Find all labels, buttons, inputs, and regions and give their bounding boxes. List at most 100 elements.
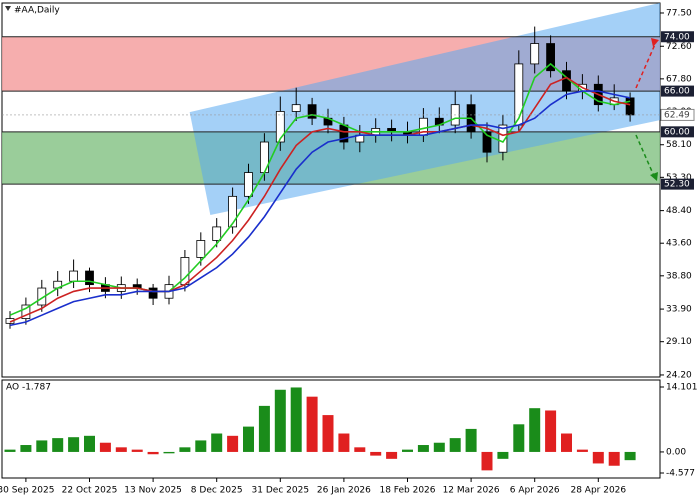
candle-body	[228, 195, 238, 228]
level-tag	[661, 31, 694, 43]
ao-bar	[449, 438, 461, 452]
candle-body	[85, 270, 94, 286]
x-tick-label: 26 Jan 2026	[317, 486, 371, 496]
ao-bar	[163, 451, 175, 454]
y-tick-label: 14.101	[666, 382, 698, 392]
ao-title: AO -1.787	[6, 383, 51, 393]
y-tick-label: 38.80	[666, 271, 692, 281]
x-tick-label: 31 Dec 2025	[252, 486, 310, 496]
level-label: 52.30	[664, 180, 690, 190]
ao-bar	[243, 426, 254, 452]
y-tick-label: 53.30	[666, 173, 692, 183]
symbol-icon	[5, 6, 11, 11]
x-tick-label: 8 Dec 2025	[191, 486, 243, 496]
up-arrow	[635, 41, 657, 89]
candle-body	[244, 172, 253, 197]
level-tag	[661, 126, 694, 138]
ao-bar	[227, 435, 239, 452]
ao-bar	[561, 433, 572, 452]
ao-bar	[131, 449, 143, 452]
y-tick-label: -4.577	[666, 469, 695, 479]
candle-body	[275, 111, 285, 143]
ao-bar	[274, 389, 286, 452]
x-tick-label: 13 Nov 2025	[124, 486, 182, 496]
x-tick-label: 6 Apr 2026	[510, 486, 560, 496]
y-tick-label: 72.60	[666, 42, 692, 52]
ao-bar	[4, 449, 16, 452]
moving-average	[9, 90, 631, 327]
level-label: 74.00	[664, 32, 690, 42]
ao-bar	[84, 435, 95, 452]
x-tick-label: 28 Apr 2026	[570, 486, 626, 496]
y-tick-label: 24.20	[666, 370, 692, 380]
y-tick-label: 33.90	[666, 305, 692, 315]
ao-bar	[99, 442, 111, 452]
candle-body	[514, 63, 524, 126]
trend-channel	[189, 3, 660, 216]
ao-bar	[386, 451, 398, 459]
ao-bar	[576, 449, 588, 452]
ao-bar	[322, 415, 334, 452]
candle-body	[530, 43, 540, 65]
up-arrowhead	[651, 38, 659, 47]
ao-bar	[195, 440, 207, 452]
ao-bar	[402, 449, 413, 452]
candle-body	[196, 240, 206, 258]
y-tick-label: 0.00	[666, 447, 686, 457]
ao-bar	[147, 451, 159, 455]
moving-average	[9, 62, 631, 316]
ao-bar	[338, 433, 350, 452]
ao-bar	[545, 410, 557, 452]
ao-bar	[465, 428, 477, 452]
candle-body	[69, 270, 78, 282]
candle-body	[21, 304, 31, 319]
chart-title: #AA,Daily	[14, 6, 60, 16]
level-label: 66.00	[664, 87, 690, 97]
y-tick-label: 48.40	[666, 206, 692, 216]
ao-bar	[258, 405, 270, 452]
candle-body	[482, 131, 492, 153]
ao-bar	[211, 433, 223, 452]
ao-bar	[592, 451, 604, 464]
ao-bar	[608, 451, 620, 466]
down-arrow	[635, 134, 655, 177]
candle-body	[546, 43, 555, 72]
y-tick-label: 43.60	[666, 239, 692, 249]
x-tick-label: 18 Feb 2026	[379, 486, 435, 496]
y-tick-label: 58.10	[666, 140, 692, 150]
ao-bar	[481, 451, 493, 471]
current-price-tag	[660, 108, 695, 121]
ao-bar	[20, 445, 32, 452]
level-tag	[661, 178, 694, 190]
candle-body	[498, 124, 508, 153]
ao-bar	[513, 424, 525, 452]
candle-body	[212, 226, 222, 241]
down-arrowhead	[650, 172, 658, 181]
candle-body	[625, 97, 635, 116]
plot-area	[2, 3, 660, 329]
y-tick-label: 29.10	[666, 337, 692, 347]
current-price-label: 62.49	[664, 110, 690, 120]
ao-bar	[529, 408, 541, 452]
ao-bar	[354, 447, 366, 452]
ao-bar	[624, 451, 636, 461]
y-tick-label: 67.80	[666, 74, 692, 84]
ao-bar	[290, 387, 302, 452]
candle-body	[148, 287, 158, 299]
candle-body	[291, 104, 301, 112]
x-tick-label: 30 Sep 2025	[0, 486, 54, 496]
ao-bar	[497, 451, 509, 459]
ao-bar	[36, 440, 48, 452]
level-label: 60.00	[664, 127, 690, 137]
candle-body	[307, 104, 317, 119]
ao-bar	[52, 438, 64, 452]
ao-bar	[306, 396, 318, 452]
x-tick-label: 12 Mar 2026	[443, 486, 500, 496]
x-tick-label: 22 Oct 2025	[62, 486, 118, 496]
level-tag	[661, 85, 694, 97]
ao-bar	[68, 437, 80, 452]
ao-bar	[417, 445, 429, 452]
moving-average	[9, 76, 631, 323]
ao-bar	[115, 447, 127, 452]
